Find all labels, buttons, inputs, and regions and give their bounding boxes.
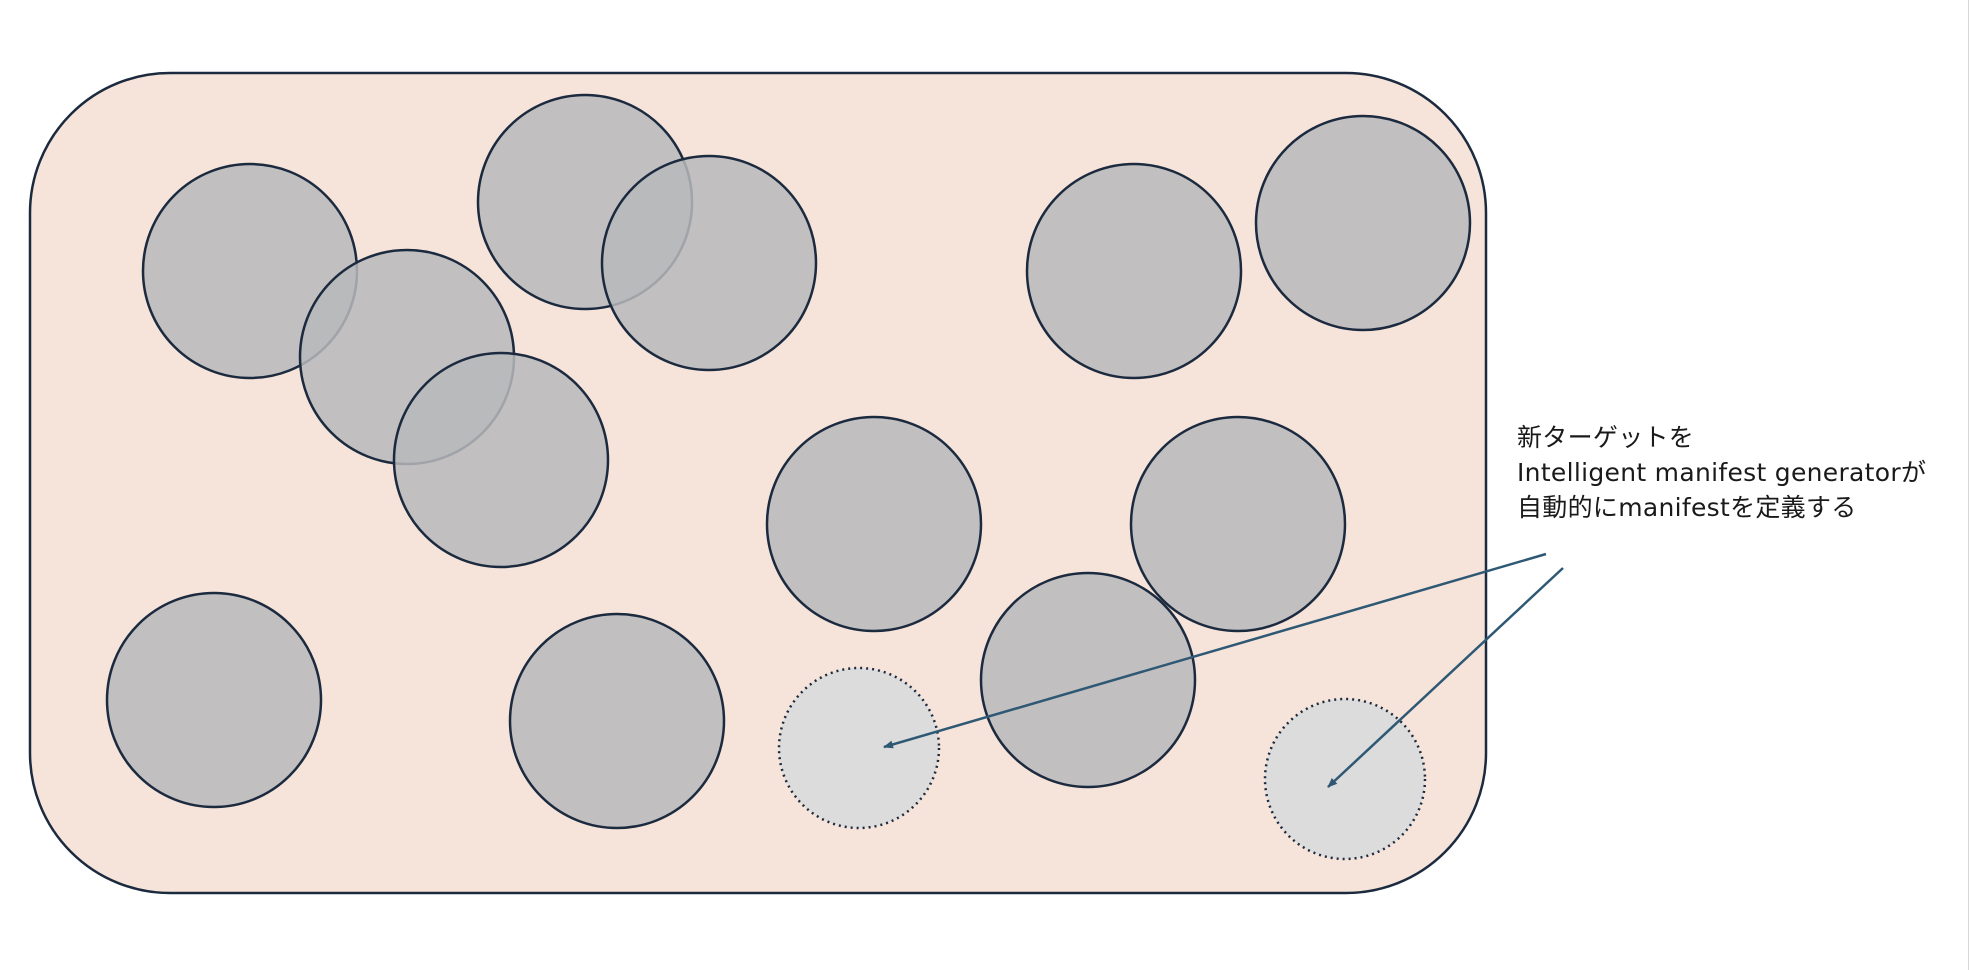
new-target-circle [1263, 697, 1427, 861]
existing-target-circle [508, 612, 726, 830]
existing-target-circle [765, 415, 983, 633]
existing-target-circle [105, 591, 323, 809]
page-edge-line [1968, 0, 1969, 970]
arrows [883, 552, 1564, 788]
new-target-circle [777, 666, 941, 830]
annotation-text: 新ターゲットを Intelligent manifest generatorが … [1517, 420, 1957, 525]
existing-target-circle [1129, 415, 1347, 633]
annotation-line: Intelligent manifest generatorが [1517, 458, 1927, 487]
existing-target-circle [600, 154, 818, 372]
existing-target-circle [1025, 162, 1243, 380]
arrow-to-new-target-left [883, 552, 1547, 749]
existing-target-circle [1254, 114, 1472, 332]
existing-target-circle [392, 351, 610, 569]
annotation-line: 自動的にmanifestを定義する [1517, 493, 1857, 522]
annotation-line: 新ターゲットを [1517, 423, 1695, 452]
new-targets [777, 666, 1427, 861]
existing-target-circle [979, 571, 1197, 789]
existing-targets [105, 93, 1472, 830]
arrow-to-new-target-right [1327, 567, 1564, 788]
